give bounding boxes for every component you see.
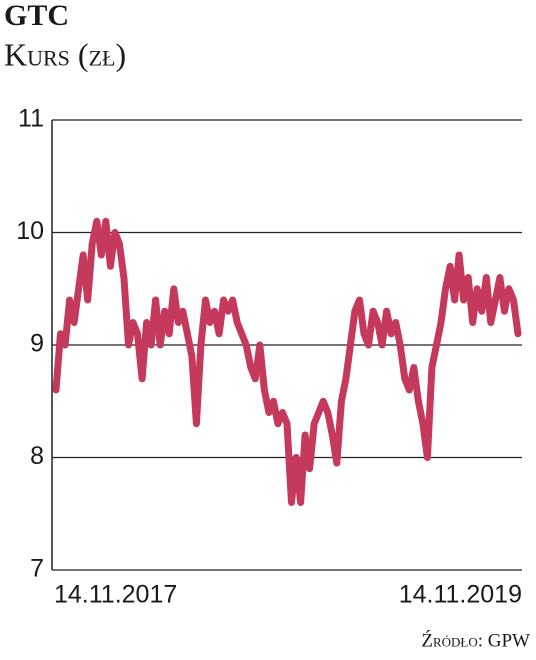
source-note: Źródło: GPW — [421, 629, 530, 651]
y-tick-label: 8 — [30, 442, 44, 470]
y-tick-label: 10 — [16, 217, 44, 245]
y-tick-label: 7 — [30, 555, 44, 583]
x-tick-label: 14.11.2019 — [399, 581, 522, 609]
chart-subtitle: Kurs (zł) — [4, 36, 126, 72]
chart-title: GTC — [4, 0, 69, 32]
x-tick-label: 14.11.2017 — [54, 581, 177, 609]
y-tick-label: 11 — [18, 105, 44, 133]
price-line — [52, 217, 522, 506]
y-tick-label: 9 — [30, 330, 44, 358]
